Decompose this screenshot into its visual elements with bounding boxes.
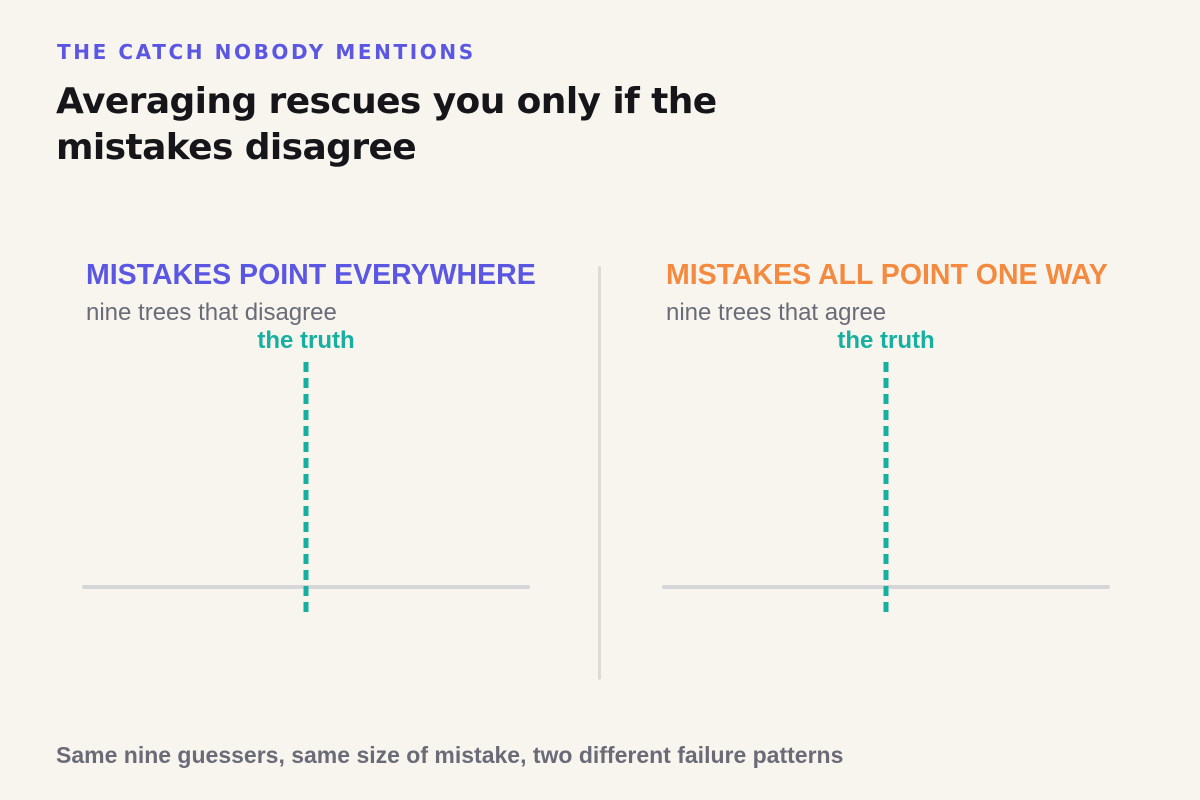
truth-label: the truth <box>257 327 354 354</box>
panel-diagram: the truth <box>82 327 530 618</box>
eyebrow-label: THE CATCH NOBODY MENTIONS <box>57 40 476 64</box>
page-title: Averaging rescues you only if the mistak… <box>56 81 717 168</box>
panel-subtitle: nine trees that agree <box>666 299 887 326</box>
panel-agree: MISTAKES ALL POINT ONE WAY nine trees th… <box>662 256 1200 656</box>
panel-title: MISTAKES ALL POINT ONE WAY <box>666 259 1108 291</box>
footnote: Same nine guessers, same size of mistake… <box>56 742 844 768</box>
panel-divider <box>598 266 601 680</box>
panel-disagree: MISTAKES POINT EVERYWHERE nine trees tha… <box>82 256 646 656</box>
panel-diagram: the truth <box>662 327 1110 618</box>
panel-subtitle: nine trees that disagree <box>86 299 337 326</box>
truth-label: the truth <box>837 327 934 354</box>
panel-title: MISTAKES POINT EVERYWHERE <box>86 259 536 291</box>
